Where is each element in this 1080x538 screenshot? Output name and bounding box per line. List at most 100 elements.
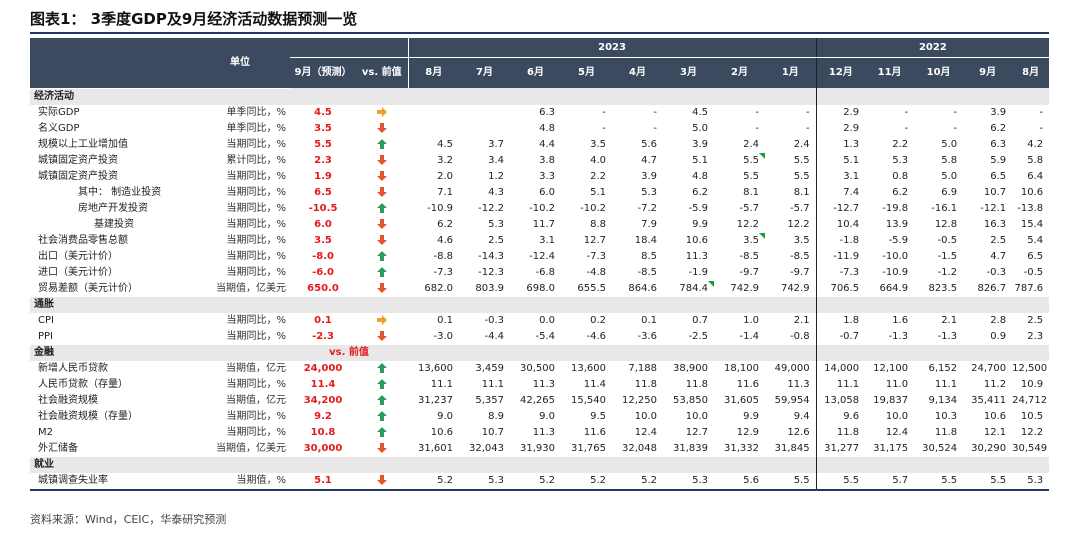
row-unit: 当期同比，%: [226, 378, 286, 390]
value-2022: -7.3: [839, 266, 860, 278]
section-vs-label: [290, 88, 408, 105]
value-2022: 2.5: [990, 234, 1007, 246]
value-2023: -12.4: [529, 250, 555, 262]
value-2022: 11.1: [934, 378, 958, 390]
flat-arrow-icon: [356, 105, 408, 121]
value-2022: 12.2: [1020, 426, 1044, 438]
value-2022: 10.0: [885, 410, 909, 422]
row-label: 城镇调查失业率: [30, 472, 200, 491]
value-2023: -7.3: [433, 266, 453, 278]
up-arrow-icon: [356, 393, 408, 409]
forecast-value: 1.9: [314, 170, 332, 182]
value-2022: 24,712: [1012, 394, 1048, 406]
value-2022: 6.5: [990, 170, 1007, 182]
forecast-value: 3.5: [314, 122, 332, 134]
value-2023: 59,954: [765, 392, 817, 409]
month-header: 4月: [612, 57, 663, 88]
down-arrow-icon: [356, 233, 408, 249]
value-2022: 7.4: [843, 186, 860, 198]
value-2023: 5.0: [692, 122, 708, 134]
value-2022: -12.1: [980, 202, 1007, 214]
table-row: 贸易差额（美元计价） 当期值，亿美元 650.0 682.0 803.9 698.0 655…: [30, 280, 1049, 297]
value-2023: 32,048: [622, 442, 657, 454]
forecast-value: 9.2: [314, 410, 332, 422]
value-2022: 10.9: [1020, 378, 1044, 390]
value-2023: -5.9: [688, 202, 708, 214]
value-2022: 5.4: [1027, 234, 1044, 246]
month-header: 12月: [816, 57, 866, 88]
value-2023: 6.3: [539, 106, 555, 118]
value-2023: 5,357: [475, 394, 504, 406]
month-header: 7月: [459, 57, 510, 88]
down-arrow-icon: [356, 121, 408, 137]
value-2022: -10.9: [882, 266, 909, 278]
value-2023: 11.4: [583, 378, 606, 390]
forecast-value: 650.0: [307, 282, 339, 294]
value-2023: -3.6: [637, 330, 657, 342]
section-title: 通胀: [30, 296, 200, 313]
row-label: 社会融资规模（存量）: [38, 410, 138, 422]
value-2022: 10.4: [836, 218, 860, 230]
value-2023: 5.2: [561, 472, 612, 491]
value-2022: -1.2: [937, 266, 958, 278]
table-row: PPI 当期同比，% -2.3 -3.0 -4.4 -5.4 -4.6 -3.6 -2.5 -1.…: [30, 328, 1049, 345]
table-row: CPI 当期同比，% 0.1 0.1 -0.3 0.0 0.2 0.1 0.7 1.0 2.1 1.8…: [30, 312, 1049, 329]
table-row: 规模以上工业增加值 当期同比，% 5.5 4.5 3.7 4.4 3.5 5.6 3.9 2.4 2…: [30, 136, 1049, 153]
value-2023: 5.6: [714, 472, 765, 491]
value-2023: 9.0: [539, 410, 555, 422]
table-row: 房地产开发投资 当期同比，% -10.5 -10.9 -12.2 -10.2 -10.2 -7…: [30, 200, 1049, 217]
table-row: 其中： 制造业投资 当期同比，% 6.5 7.1 4.3 6.0 5.1 5.3 6.2 8.1 8…: [30, 184, 1049, 201]
value-2022: 5.1: [843, 154, 860, 166]
section-title: 金融: [30, 344, 200, 361]
value-2022: 14,000: [824, 362, 860, 374]
row-label: 房地产开发投资: [78, 202, 148, 214]
value-2023: 31,845: [765, 440, 817, 457]
value-2022: 2.9: [843, 122, 860, 134]
value-2022: 1.8: [843, 314, 860, 326]
value-2023: 10.0: [634, 410, 657, 422]
value-2022: 10.6: [983, 410, 1007, 422]
value-2023: 6.0: [539, 186, 555, 198]
value-2022: 31,277: [824, 442, 860, 454]
value-2022: -1.3: [937, 330, 958, 342]
value-2023: 698.0: [526, 282, 555, 294]
section-row: 经济活动: [30, 88, 1050, 105]
value-2022: 4.2: [1027, 138, 1044, 150]
forecast-value: -6.0: [312, 266, 334, 278]
value-2023: 18.4: [634, 234, 657, 246]
row-unit: 当期同比，%: [226, 234, 286, 246]
value-2023: -: [602, 122, 606, 134]
forecast-value: 5.5: [314, 138, 332, 150]
value-2023: -0.8: [765, 328, 817, 345]
value-2023: 1.0: [743, 314, 759, 326]
value-2022: 664.9: [879, 282, 909, 294]
value-2023: 7,188: [628, 362, 657, 374]
value-2023: -5.4: [535, 330, 555, 342]
row-unit: 当期同比，%: [226, 410, 286, 422]
unit-header: 单位: [30, 38, 290, 89]
value-2022: -0.5: [937, 234, 958, 246]
value-2023: 12.2: [765, 216, 817, 233]
value-2023: 5.1: [590, 186, 606, 198]
value-2023: 10.7: [481, 426, 504, 438]
value-2022: 31,175: [873, 442, 909, 454]
value-2022: 826.7: [977, 282, 1007, 294]
value-2022: 5.7: [865, 472, 915, 491]
flat-arrow-icon: [356, 313, 408, 329]
value-2022: 3.9: [990, 106, 1007, 118]
value-2022: -11.9: [833, 250, 860, 262]
value-2023: 5.5: [765, 168, 817, 185]
value-2023: 31,601: [418, 442, 453, 454]
row-label: 新增人民币贷款: [38, 362, 108, 374]
value-2023: 3.7: [488, 138, 504, 150]
up-arrow-icon: [356, 265, 408, 281]
value-2022: -16.1: [931, 202, 958, 214]
forecast-value: 11.4: [310, 378, 336, 390]
value-2022: 5.3: [1012, 472, 1050, 491]
value-2023: -: [602, 106, 606, 118]
value-2022: 5.0: [941, 138, 958, 150]
up-arrow-icon: [356, 409, 408, 425]
up-arrow-icon: [356, 425, 408, 441]
value-2023: 655.5: [577, 282, 606, 294]
row-unit: 当期同比，%: [226, 250, 286, 262]
